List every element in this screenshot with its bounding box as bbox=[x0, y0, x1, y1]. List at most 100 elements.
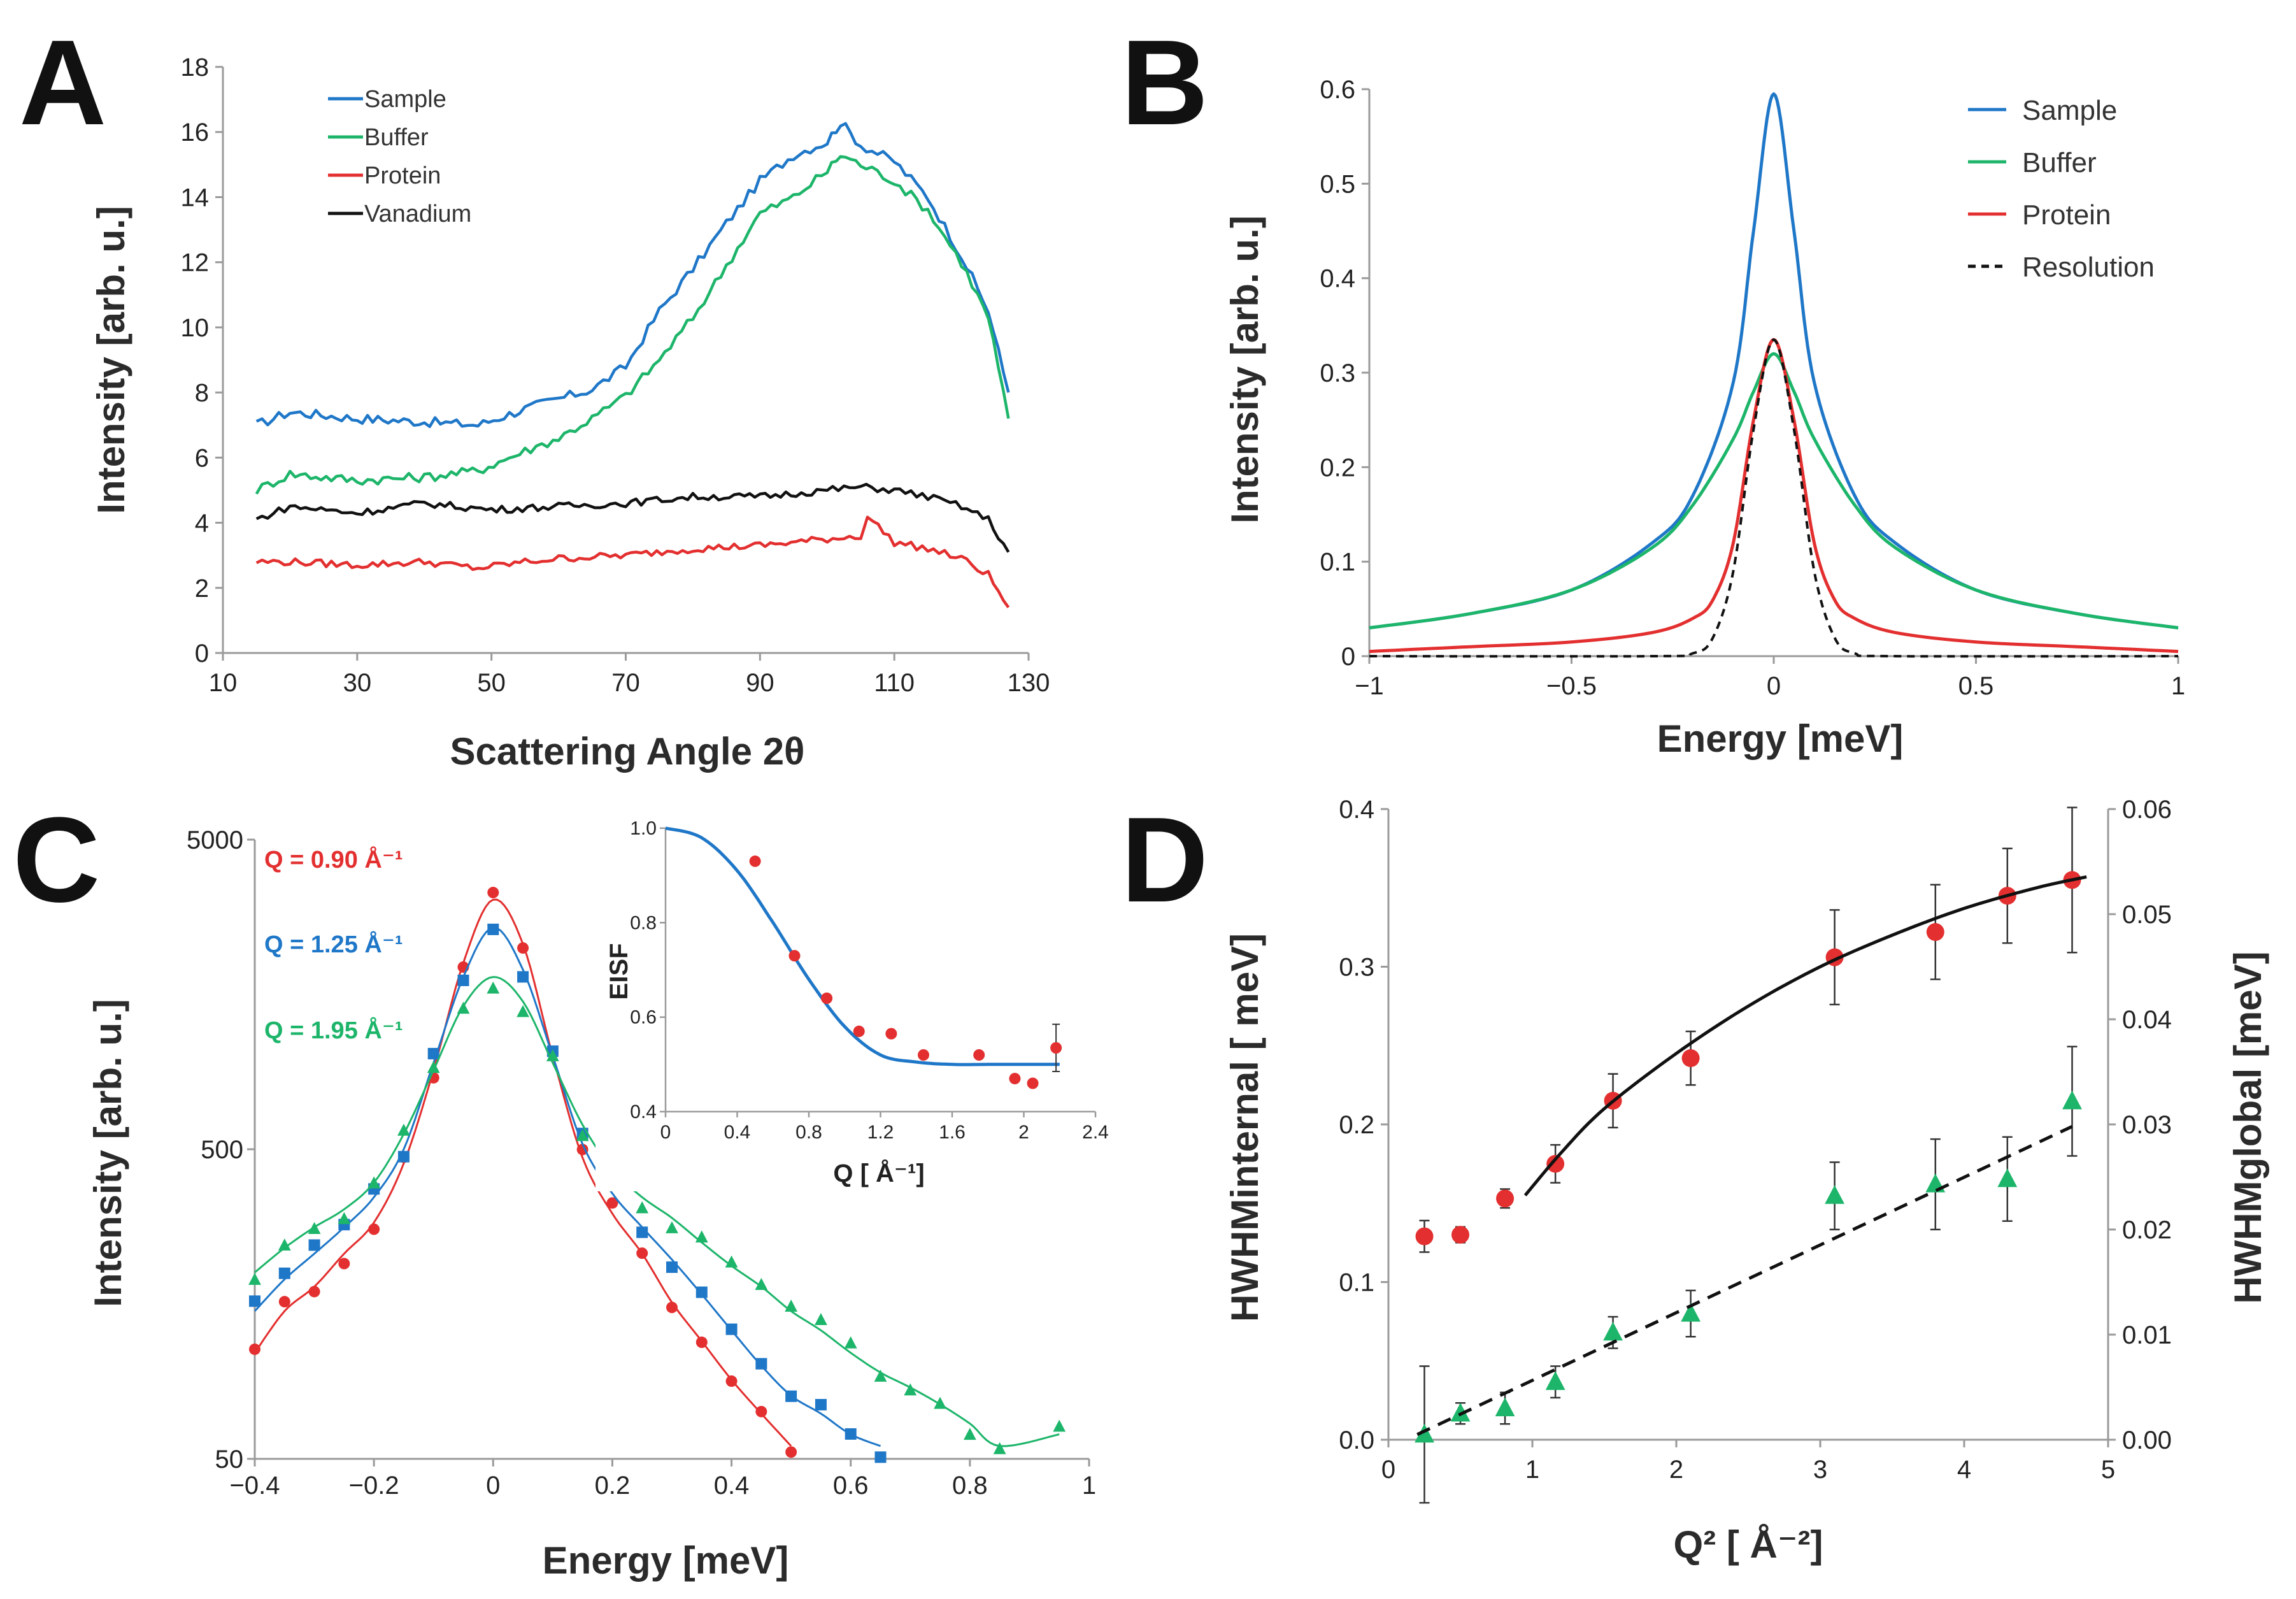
inset-x-axis-label: Q [ Å⁻¹] bbox=[833, 1159, 924, 1187]
global-data-point bbox=[2062, 1090, 2082, 1110]
data-point bbox=[278, 1238, 291, 1251]
eisf-data-point bbox=[749, 855, 761, 867]
x-tick-label: 130 bbox=[1008, 669, 1050, 697]
x-tick-label: −0.5 bbox=[1546, 672, 1597, 700]
inset-x-tick-label: 2.4 bbox=[1082, 1122, 1109, 1143]
eisf-data-point bbox=[1027, 1077, 1039, 1089]
legend-label-protein: Protein bbox=[2022, 199, 2111, 231]
y-tick-label: 0.1 bbox=[1320, 549, 1355, 577]
right-y-tick-label: 0.06 bbox=[2122, 796, 2172, 824]
x-tick-label: 70 bbox=[611, 669, 640, 697]
data-point bbox=[755, 1358, 767, 1370]
x-tick-label: 1 bbox=[1082, 1472, 1096, 1500]
left-y-tick-label: 0.3 bbox=[1339, 954, 1374, 982]
right-y-tick-label: 0.00 bbox=[2122, 1426, 2172, 1454]
data-point bbox=[397, 1123, 410, 1136]
legend-label-protein: Protein bbox=[364, 162, 441, 189]
data-point bbox=[725, 1375, 738, 1387]
x-tick-label: −1 bbox=[1355, 672, 1384, 700]
internal-data-point bbox=[1496, 1189, 1515, 1208]
y-tick-label: 50 bbox=[215, 1445, 244, 1474]
q-annotation-3: Q = 1.95 Å⁻¹ bbox=[264, 1016, 403, 1044]
data-point bbox=[517, 1005, 529, 1017]
panel-letter: A bbox=[19, 15, 106, 150]
x-tick-label: −0.4 bbox=[230, 1472, 280, 1500]
inset-x-tick-label: 1.6 bbox=[939, 1122, 966, 1143]
left-y-tick-label: 0.1 bbox=[1339, 1269, 1374, 1297]
data-point bbox=[963, 1428, 976, 1440]
inset-y-tick-label: 0.8 bbox=[630, 912, 657, 933]
fit-line-3 bbox=[254, 976, 1060, 1447]
series-line-protein bbox=[1369, 338, 2179, 654]
panel-c: −0.4 −0.2 0 0.2 0.4 0.6 0.8 1 50 500 5000 Q = 0.90 … bbox=[13, 792, 1096, 1582]
data-point bbox=[695, 1337, 708, 1349]
global-data-point bbox=[1545, 1371, 1565, 1390]
inset-y-axis-label: EISF bbox=[605, 943, 633, 1000]
data-point bbox=[517, 942, 529, 954]
y-tick-label: 5000 bbox=[187, 826, 243, 854]
data-point bbox=[308, 1239, 320, 1251]
x-axis-label: Energy [meV] bbox=[1657, 717, 1904, 760]
internal-data-point bbox=[1546, 1154, 1565, 1173]
x-tick-label: 10 bbox=[209, 669, 238, 697]
data-point bbox=[278, 1267, 290, 1279]
y-tick-label: 4 bbox=[195, 510, 209, 538]
right-y-tick-label: 0.05 bbox=[2122, 901, 2172, 929]
y-tick-label: 14 bbox=[181, 183, 210, 212]
data-point bbox=[904, 1383, 917, 1396]
data-point bbox=[1053, 1419, 1066, 1432]
q-annotation-1: Q = 0.90 Å⁻¹ bbox=[264, 845, 403, 873]
inset-x-tick-label: 1.2 bbox=[867, 1122, 894, 1143]
panel-b: −1 −0.5 0 0.5 1 0 0.1 0.2 0.3 0.4 0.5 0.6 Sample Buff… bbox=[1121, 15, 2185, 760]
data-point bbox=[606, 1197, 618, 1209]
panel-letter: D bbox=[1121, 792, 1208, 928]
global-data-point bbox=[1415, 1423, 1434, 1443]
legend-label-buffer: Buffer bbox=[364, 124, 429, 151]
data-point bbox=[785, 1300, 798, 1312]
data-point bbox=[993, 1442, 1006, 1454]
data-point bbox=[695, 1230, 708, 1243]
data-point bbox=[546, 1049, 559, 1061]
data-point bbox=[249, 1343, 260, 1355]
x-tick-label: 0 bbox=[486, 1472, 500, 1500]
global-data-point bbox=[1997, 1168, 2018, 1187]
x-axis-label: Q² [ Å⁻²] bbox=[1674, 1523, 1823, 1566]
x-tick-label: 3 bbox=[1813, 1456, 1827, 1484]
data-point bbox=[636, 1226, 648, 1238]
legend-label-vanadium: Vanadium bbox=[364, 201, 471, 227]
y-tick-label: 2 bbox=[195, 575, 209, 603]
internal-data-point bbox=[1451, 1226, 1469, 1244]
data-point bbox=[666, 1221, 678, 1233]
y-tick-label: 0.5 bbox=[1320, 170, 1355, 198]
x-tick-label: 90 bbox=[746, 669, 774, 697]
global-data-point bbox=[1495, 1397, 1515, 1417]
global-data-point bbox=[1450, 1402, 1471, 1422]
y-tick-label: 12 bbox=[181, 249, 210, 277]
legend-label-sample: Sample bbox=[2022, 95, 2117, 126]
data-point bbox=[636, 1201, 649, 1214]
eisf-data-point bbox=[918, 1049, 929, 1061]
data-point bbox=[427, 1047, 439, 1059]
data-point bbox=[397, 1151, 410, 1163]
global-data-point bbox=[1925, 1173, 1946, 1193]
internal-fit-line bbox=[1523, 875, 2087, 1196]
data-point bbox=[367, 1176, 381, 1189]
data-point bbox=[487, 887, 499, 899]
data-point bbox=[695, 1286, 708, 1298]
x-axis-label: Scattering Angle 2θ bbox=[450, 730, 805, 773]
eisf-fit-line bbox=[665, 826, 1060, 1066]
x-tick-label: 0 bbox=[1381, 1456, 1395, 1484]
right-y-tick-label: 0.03 bbox=[2122, 1111, 2172, 1139]
legend-label-resolution: Resolution bbox=[2022, 252, 2155, 283]
data-point bbox=[338, 1212, 351, 1224]
right-y-axis-label: HWHMglobal [meV] bbox=[2227, 951, 2269, 1303]
data-point bbox=[725, 1323, 738, 1335]
legend-label-buffer: Buffer bbox=[2022, 147, 2097, 178]
x-tick-label: 0.6 bbox=[833, 1472, 869, 1500]
data-point bbox=[934, 1396, 946, 1409]
data-point bbox=[278, 1296, 290, 1308]
data-point bbox=[487, 981, 500, 994]
data-point bbox=[487, 923, 499, 935]
data-point bbox=[636, 1247, 648, 1259]
